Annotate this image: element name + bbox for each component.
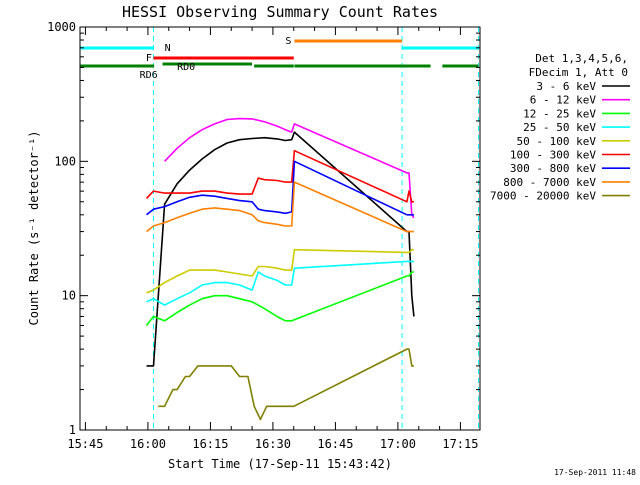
- legend-header-1: Det 1,3,4,5,6,: [535, 52, 628, 65]
- series-line-2: [164, 117, 415, 219]
- x-axis-label: Start Time (17-Sep-11 15:43:42): [168, 457, 392, 471]
- x-tick-label-3: 16:15: [192, 437, 228, 451]
- legend-label-6: 100 - 300 keV: [510, 149, 596, 162]
- legend-label-4: 25 - 50 keV: [523, 121, 596, 134]
- y-axis-label: Count Rate (s⁻¹ detector⁻¹): [27, 130, 41, 325]
- plot-marks: N S F RD0 RD6: [80, 27, 479, 430]
- chart-title: HESSI Observing Summary Count Rates: [122, 3, 438, 21]
- legend-label-8: 800 - 7000 keV: [503, 176, 596, 189]
- flag-label-n: N: [165, 43, 171, 54]
- series-line-8: [146, 181, 414, 233]
- legend-label-1: 3 - 6 keV: [536, 80, 596, 93]
- x-tick-label-2: 16:00: [130, 437, 166, 451]
- legend-label-7: 300 - 800 keV: [510, 162, 596, 175]
- series-line-6: [145, 149, 414, 203]
- flag-label-rd0: RD0: [177, 62, 195, 73]
- legend-header-2: FDecim 1, Att 0: [529, 66, 628, 79]
- timestamp: 17-Sep-2011 11:48: [554, 468, 636, 477]
- y-tick-label-4: 1000: [47, 20, 76, 34]
- legend-label-9: 7000 - 20000 keV: [490, 190, 596, 203]
- legend-label-3: 12 - 25 keV: [523, 107, 596, 120]
- x-tick-label-6: 17:00: [380, 437, 416, 451]
- series-line-4: [146, 260, 414, 306]
- x-tick-label-7: 17:15: [442, 437, 478, 451]
- series-line-5: [146, 248, 414, 294]
- x-tick-label-4: 16:30: [255, 437, 291, 451]
- legend-label-2: 6 - 12 keV: [530, 94, 597, 107]
- axis-ticks: 15:45 16:00 16:15 16:30 16:45 17:00 17:15 1 10 10…: [47, 20, 480, 451]
- flag-label-rd6: RD6: [140, 70, 158, 81]
- series-line-3: [145, 271, 414, 326]
- y-tick-label-2: 10: [62, 289, 76, 303]
- x-tick-label-1: 15:45: [67, 437, 103, 451]
- series-line-7: [146, 160, 414, 216]
- flag-label-s: S: [285, 36, 291, 47]
- y-tick-label-1: 1: [69, 423, 76, 437]
- y-tick-label-3: 100: [54, 154, 76, 168]
- legend-label-5: 50 - 100 keV: [517, 135, 597, 148]
- x-tick-label-5: 16:45: [317, 437, 353, 451]
- legend: Det 1,3,4,5,6, FDecim 1, Att 0 3 - 6 keV…: [490, 52, 630, 203]
- plot-frame: [79, 26, 481, 431]
- series-line-9: [158, 348, 414, 421]
- flag-label-f: F: [146, 53, 152, 64]
